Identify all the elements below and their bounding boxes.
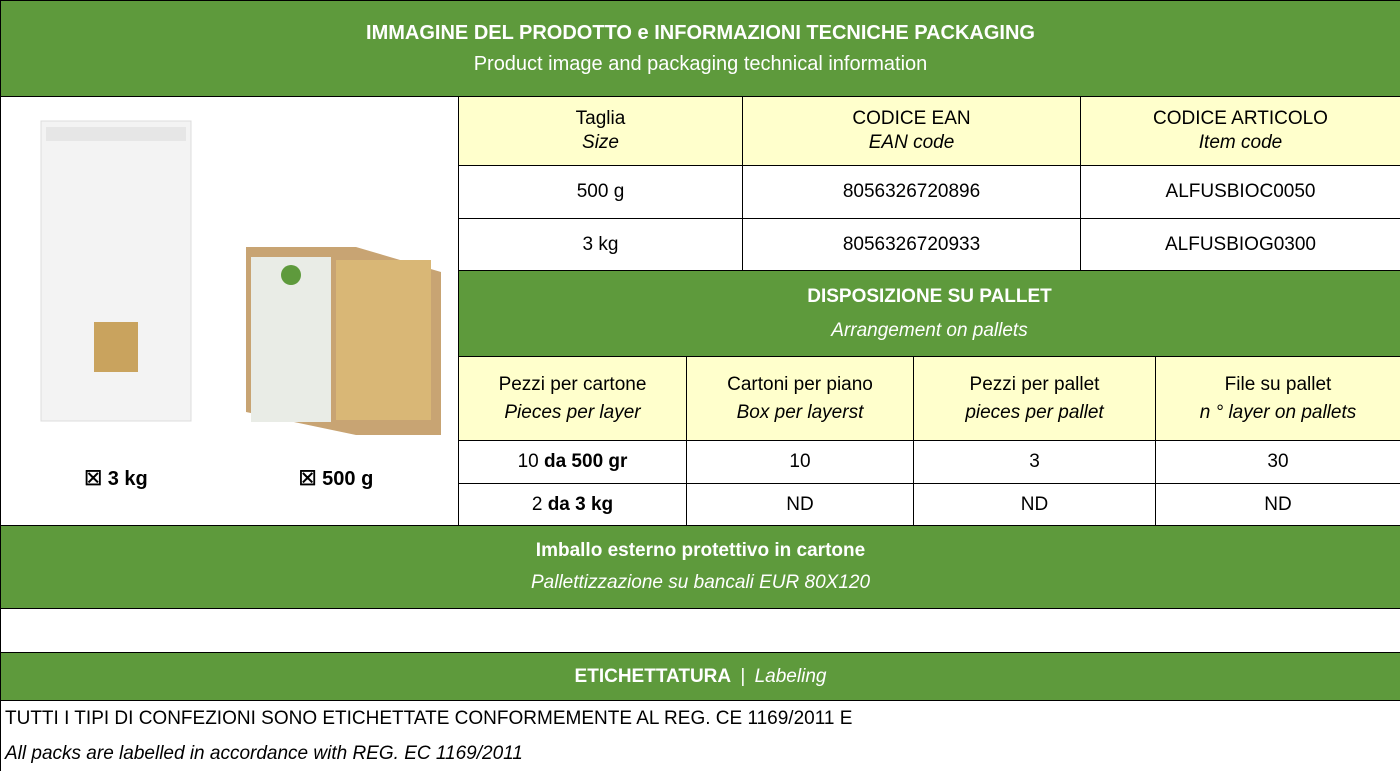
labeling-title: ETICHETTATURA xyxy=(574,666,732,687)
column-label: File su pallet xyxy=(1224,373,1332,395)
product-size: 3 kg xyxy=(107,468,148,490)
cell-text: ND xyxy=(1020,493,1049,515)
product-option: ☒ 3 kg xyxy=(41,467,191,492)
column-sublabel: Item code xyxy=(1198,132,1283,153)
table-cell: ND xyxy=(1156,484,1400,526)
cell-text: 3 kg xyxy=(582,233,619,255)
header-subtitle: Product image and packaging technical in… xyxy=(473,52,928,75)
header-title: IMMAGINE DEL PRODOTTO e INFORMAZIONI TEC… xyxy=(366,21,1035,44)
unit: da 3 kg xyxy=(547,493,614,515)
pallet-title: DISPOSIZIONE SU PALLET xyxy=(807,285,1052,307)
table-cell: 500 g xyxy=(459,166,743,219)
column-sublabel: Size xyxy=(582,132,619,153)
table-cell: 8056326720933 xyxy=(743,219,1081,271)
table-cell: 2 da 3 kg xyxy=(459,484,687,526)
column-sublabel: pieces per pallet xyxy=(965,401,1104,423)
bio-logo xyxy=(281,265,301,285)
separator: | xyxy=(740,666,746,687)
table-cell: ALFUSBIOG0300 xyxy=(1081,219,1400,271)
column-header: Taglia Size xyxy=(459,97,743,166)
column-header: Pezzi per cartone Pieces per layer xyxy=(459,357,687,441)
empty-row xyxy=(1,609,1400,653)
packaging-subtitle: Pallettizzazione su bancali EUR 80X120 xyxy=(530,572,871,593)
cell-text: 8056326720933 xyxy=(842,233,981,255)
bag-window xyxy=(94,322,138,372)
labeling-header: ETICHETTATURA | Labeling xyxy=(1,653,1400,701)
table-cell: 30 xyxy=(1156,441,1400,484)
table-cell: ND xyxy=(914,484,1156,526)
labeling-text: TUTTI I TIPI DI CONFEZIONI SONO ETICHETT… xyxy=(5,707,853,729)
column-label: Taglia xyxy=(575,108,626,130)
product-size: 500 g xyxy=(322,468,374,490)
count: 2 xyxy=(531,493,543,515)
table-cell: 3 kg xyxy=(459,219,743,271)
bag-image xyxy=(40,120,192,422)
column-sublabel: EAN code xyxy=(868,132,955,153)
cell-text: 10 da 500 gr xyxy=(518,450,628,474)
column-header: Cartoni per piano Box per layerst xyxy=(687,357,914,441)
pallet-header: DISPOSIZIONE SU PALLET Arrangement on pa… xyxy=(459,271,1400,357)
column-header: CODICE ARTICOLO Item code xyxy=(1081,97,1400,166)
cell-text: 10 xyxy=(789,451,811,473)
header: IMMAGINE DEL PRODOTTO e INFORMAZIONI TEC… xyxy=(1,1,1400,97)
table-cell: 10 xyxy=(687,441,914,484)
cell-text: ND xyxy=(786,493,814,515)
column-label: Pezzi per pallet xyxy=(969,373,1100,395)
table-cell: ALFUSBIOC0050 xyxy=(1081,166,1400,219)
cell-text: 3 xyxy=(1029,451,1040,473)
column-header: CODICE EAN EAN code xyxy=(743,97,1081,166)
column-label: Cartoni per piano xyxy=(727,373,873,395)
table-cell: 10 da 500 gr xyxy=(459,441,687,484)
cell-text: 2 da 3 kg xyxy=(532,493,613,517)
cell-text: 30 xyxy=(1267,451,1289,473)
column-label: Pezzi per cartone xyxy=(498,373,647,395)
cell-text: ND xyxy=(1264,493,1292,515)
unit: da 500 gr xyxy=(543,451,628,473)
checkbox: ☒ xyxy=(298,468,317,490)
table-cell: 8056326720896 xyxy=(743,166,1081,219)
cell-text: ALFUSBIOC0050 xyxy=(1165,181,1316,203)
packaging-title: Imballo esterno protettivo in cartone xyxy=(535,540,866,562)
column-header: Pezzi per pallet pieces per pallet xyxy=(914,357,1156,441)
bag-seal xyxy=(46,127,186,141)
labeling-subtitle: Labeling xyxy=(754,666,827,687)
product-option: ☒ 500 g xyxy=(256,467,416,492)
column-label: CODICE EAN xyxy=(852,108,971,130)
labeling-translation: All packs are labelled in accordance wit… xyxy=(5,743,523,765)
packaging-header: Imballo esterno protettivo in cartone Pa… xyxy=(1,526,1400,609)
pallet-subtitle: Arrangement on pallets xyxy=(831,319,1028,341)
product-illustrations xyxy=(40,120,441,435)
cell-text: 8056326720896 xyxy=(842,181,981,203)
checkbox: ☒ xyxy=(84,468,103,490)
column-sublabel: Box per layerst xyxy=(736,401,864,423)
column-sublabel: Pieces per layer xyxy=(504,401,641,423)
box-window xyxy=(336,260,431,420)
table-cell: 3 xyxy=(914,441,1156,484)
column-sublabel: n ° layer on pallets xyxy=(1199,401,1357,423)
table-cell: ND xyxy=(687,484,914,526)
cell-text: 500 g xyxy=(576,181,625,203)
labeling-body: TUTTI I TIPI DI CONFEZIONI SONO ETICHETT… xyxy=(1,701,1400,772)
cell-text: ALFUSBIOG0300 xyxy=(1164,233,1317,255)
product-images: ☒ 3 kg ☒ 500 g xyxy=(1,97,459,526)
column-header: File su pallet n ° layer on pallets xyxy=(1156,357,1400,441)
count: 10 xyxy=(517,451,539,473)
column-label: CODICE ARTICOLO xyxy=(1153,108,1328,130)
